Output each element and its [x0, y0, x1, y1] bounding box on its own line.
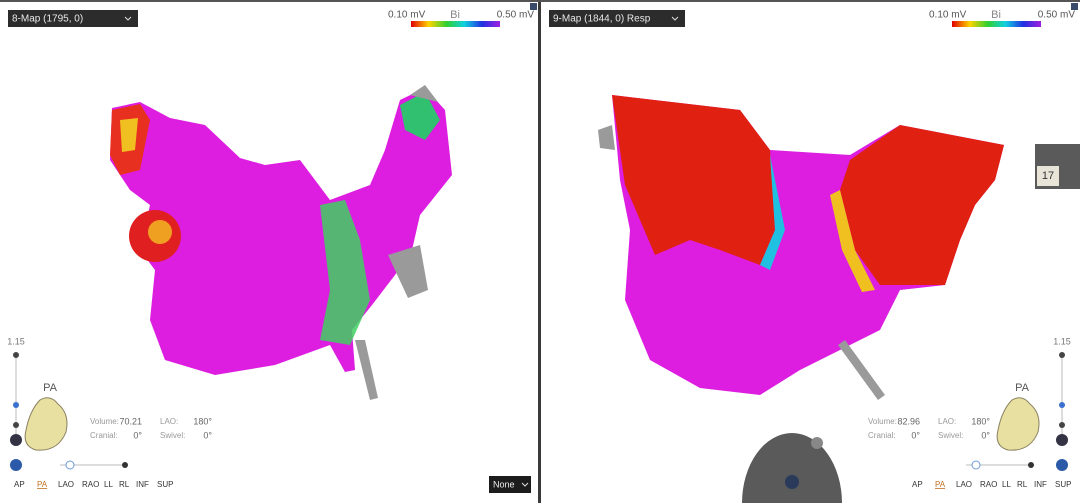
top-border	[0, 0, 1080, 2]
stat-value: 180°	[971, 416, 990, 426]
view-button[interactable]: LL	[1002, 480, 1011, 489]
stat-value: 0°	[911, 430, 920, 440]
tab-number: 17	[1042, 170, 1054, 182]
color-bar	[411, 21, 500, 27]
stat-label: Volume:	[868, 417, 897, 426]
none-dropdown[interactable]	[489, 476, 531, 493]
slider-knob[interactable]	[971, 460, 981, 470]
slider-knob[interactable]	[65, 460, 75, 470]
stat-label: Swivel:	[938, 431, 963, 440]
map-panel: 8-Map (1795, 0) 0.10 mV Bi 0.50 mV 1.15 PA Vol…	[7, 3, 537, 493]
zoom-value: 1.15	[1053, 336, 1071, 346]
stat-value: 82.96	[897, 416, 920, 426]
view-button[interactable]: LAO	[58, 480, 74, 489]
view-button[interactable]: RL	[1017, 480, 1028, 489]
view-button[interactable]: PA	[37, 480, 48, 489]
view-button[interactable]: RAO	[82, 480, 99, 489]
stat-label: Cranial:	[868, 431, 896, 440]
view-button[interactable]: RL	[119, 480, 130, 489]
view-button[interactable]: SUP	[1055, 480, 1071, 489]
rotate-button[interactable]	[10, 459, 22, 471]
stat-label: Volume:	[90, 417, 119, 426]
view-button[interactable]: LAO	[956, 480, 972, 489]
zoom-value: 1.15	[7, 336, 25, 346]
orientation-label: PA	[43, 382, 58, 394]
orientation-compass[interactable]	[742, 433, 842, 503]
panel-button[interactable]	[530, 3, 537, 10]
stat-label: LAO:	[938, 417, 956, 426]
stat-value: 0°	[981, 430, 990, 440]
orientation-label: PA	[1015, 382, 1030, 394]
stat-label: LAO:	[160, 417, 178, 426]
stat-label: Swivel:	[160, 431, 185, 440]
zoom-dot[interactable]	[1059, 352, 1065, 358]
map-panel: 9-Map (1844, 0) Resp 0.10 mV Bi 0.50 mV 1.15…	[549, 3, 1080, 489]
view-button[interactable]: RAO	[980, 480, 997, 489]
zoom-dot[interactable]	[13, 422, 19, 428]
stat-value: 0°	[133, 430, 142, 440]
scale-max: 0.50 mV	[1038, 10, 1076, 21]
rotate-button[interactable]	[1056, 459, 1068, 471]
stat-value: 0°	[203, 430, 212, 440]
view-button[interactable]: LL	[104, 480, 113, 489]
view-button[interactable]: AP	[14, 480, 25, 489]
stat-value: 180°	[193, 416, 212, 426]
scale-name: Bi	[450, 9, 460, 21]
color-bar	[952, 21, 1041, 27]
map-selector[interactable]	[8, 10, 138, 27]
map-label: 8-Map (1795, 0)	[12, 14, 83, 25]
slider-end[interactable]	[122, 462, 128, 468]
zoom-dot[interactable]	[13, 402, 19, 408]
view-button[interactable]: INF	[136, 480, 149, 489]
divider	[538, 0, 541, 503]
zoom-dot[interactable]	[1059, 422, 1065, 428]
reset-button[interactable]	[10, 434, 22, 446]
tab-number-box	[1037, 166, 1059, 186]
scale-min: 0.10 mV	[388, 10, 426, 21]
dropdown-arrow	[671, 16, 679, 21]
heart-icon	[24, 397, 68, 451]
scale-max: 0.50 mV	[497, 10, 535, 21]
dropdown-arrow	[521, 482, 529, 487]
map-selector[interactable]	[549, 10, 685, 27]
panel-button[interactable]	[1071, 3, 1078, 10]
view-button[interactable]: INF	[1034, 480, 1047, 489]
dropdown-arrow	[124, 16, 132, 21]
slider-end[interactable]	[1028, 462, 1034, 468]
view-button[interactable]: SUP	[157, 480, 173, 489]
scale-name: Bi	[991, 9, 1001, 21]
stat-value: 70.21	[119, 416, 142, 426]
view-button[interactable]: AP	[912, 480, 923, 489]
reset-button[interactable]	[1056, 434, 1068, 446]
anatomy-left	[110, 85, 452, 400]
map-label: 9-Map (1844, 0) Resp	[553, 14, 651, 25]
heart-icon	[996, 397, 1040, 451]
zoom-dot[interactable]	[13, 352, 19, 358]
anatomy-right	[598, 95, 1004, 400]
dropdown-text: None	[493, 479, 515, 489]
zoom-dot[interactable]	[1059, 402, 1065, 408]
view-button[interactable]: PA	[935, 480, 946, 489]
stat-label: Cranial:	[90, 431, 118, 440]
scale-min: 0.10 mV	[929, 10, 967, 21]
